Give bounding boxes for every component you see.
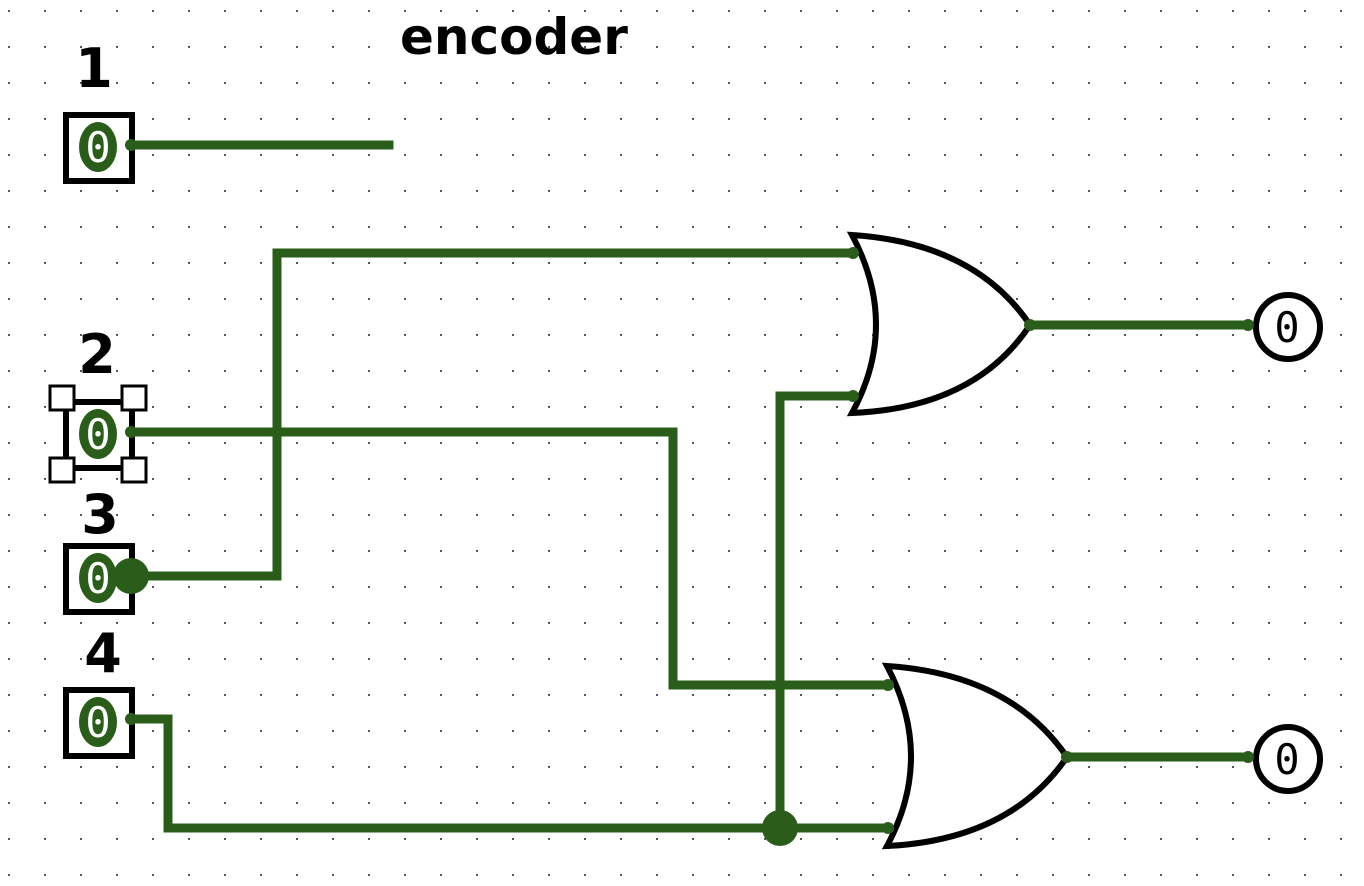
input-pin-label: 3 — [81, 483, 119, 546]
input-pin-4[interactable]: 4 0 — [63, 622, 135, 759]
wires — [126, 140, 1253, 833]
input-pin-value: 0 — [85, 554, 110, 603]
selection-handle[interactable] — [120, 384, 148, 412]
circuit-title: encoder — [400, 8, 628, 66]
output-pin-value: 0 — [1274, 303, 1299, 352]
input-pin-value: 0 — [85, 123, 110, 172]
gate-output-dot — [1024, 319, 1036, 331]
input-pin-1[interactable]: 1 0 — [63, 37, 135, 184]
selection-handle[interactable] — [48, 384, 76, 412]
connection-points — [113, 139, 1254, 846]
input-pin-3[interactable]: 3 0 — [63, 483, 135, 615]
or-gate-top[interactable] — [846, 231, 1034, 417]
input-pin-label: 4 — [84, 622, 122, 685]
selection-handle[interactable] — [48, 456, 76, 484]
input-pin-value: 0 — [85, 410, 110, 459]
wire-junction-to-or1[interactable] — [775, 391, 858, 833]
pin-connection-dot — [125, 426, 137, 438]
output-pin-dot — [1242, 319, 1254, 331]
selection-handle[interactable] — [120, 456, 148, 484]
gate-input-dot — [847, 247, 859, 259]
pin-connection-dot — [125, 139, 137, 151]
output-pin-value: 0 — [1274, 735, 1299, 784]
gate-output-dot — [1061, 751, 1073, 763]
output-pin-2[interactable]: 0 — [1253, 724, 1323, 794]
gate-input-dot — [847, 390, 859, 402]
wire-input-4-to-or2[interactable] — [126, 714, 893, 833]
output-pin-1[interactable]: 0 — [1253, 292, 1323, 362]
junction-dot — [113, 558, 149, 594]
junction-dot — [762, 810, 798, 846]
output-pin-dot — [1242, 751, 1254, 763]
pin-connection-dot — [125, 713, 137, 725]
wire-input-2-to-or2[interactable] — [126, 427, 893, 690]
input-pin-label: 1 — [75, 37, 113, 100]
wire-input-3-to-or1[interactable] — [126, 248, 858, 581]
gate-input-dot — [882, 679, 894, 691]
or-gate-bottom[interactable] — [881, 662, 1071, 850]
gate-input-dot — [882, 822, 894, 834]
input-pin-label: 2 — [78, 323, 116, 386]
input-pin-2[interactable]: 2 0 — [48, 323, 148, 484]
input-pin-value: 0 — [85, 698, 110, 747]
